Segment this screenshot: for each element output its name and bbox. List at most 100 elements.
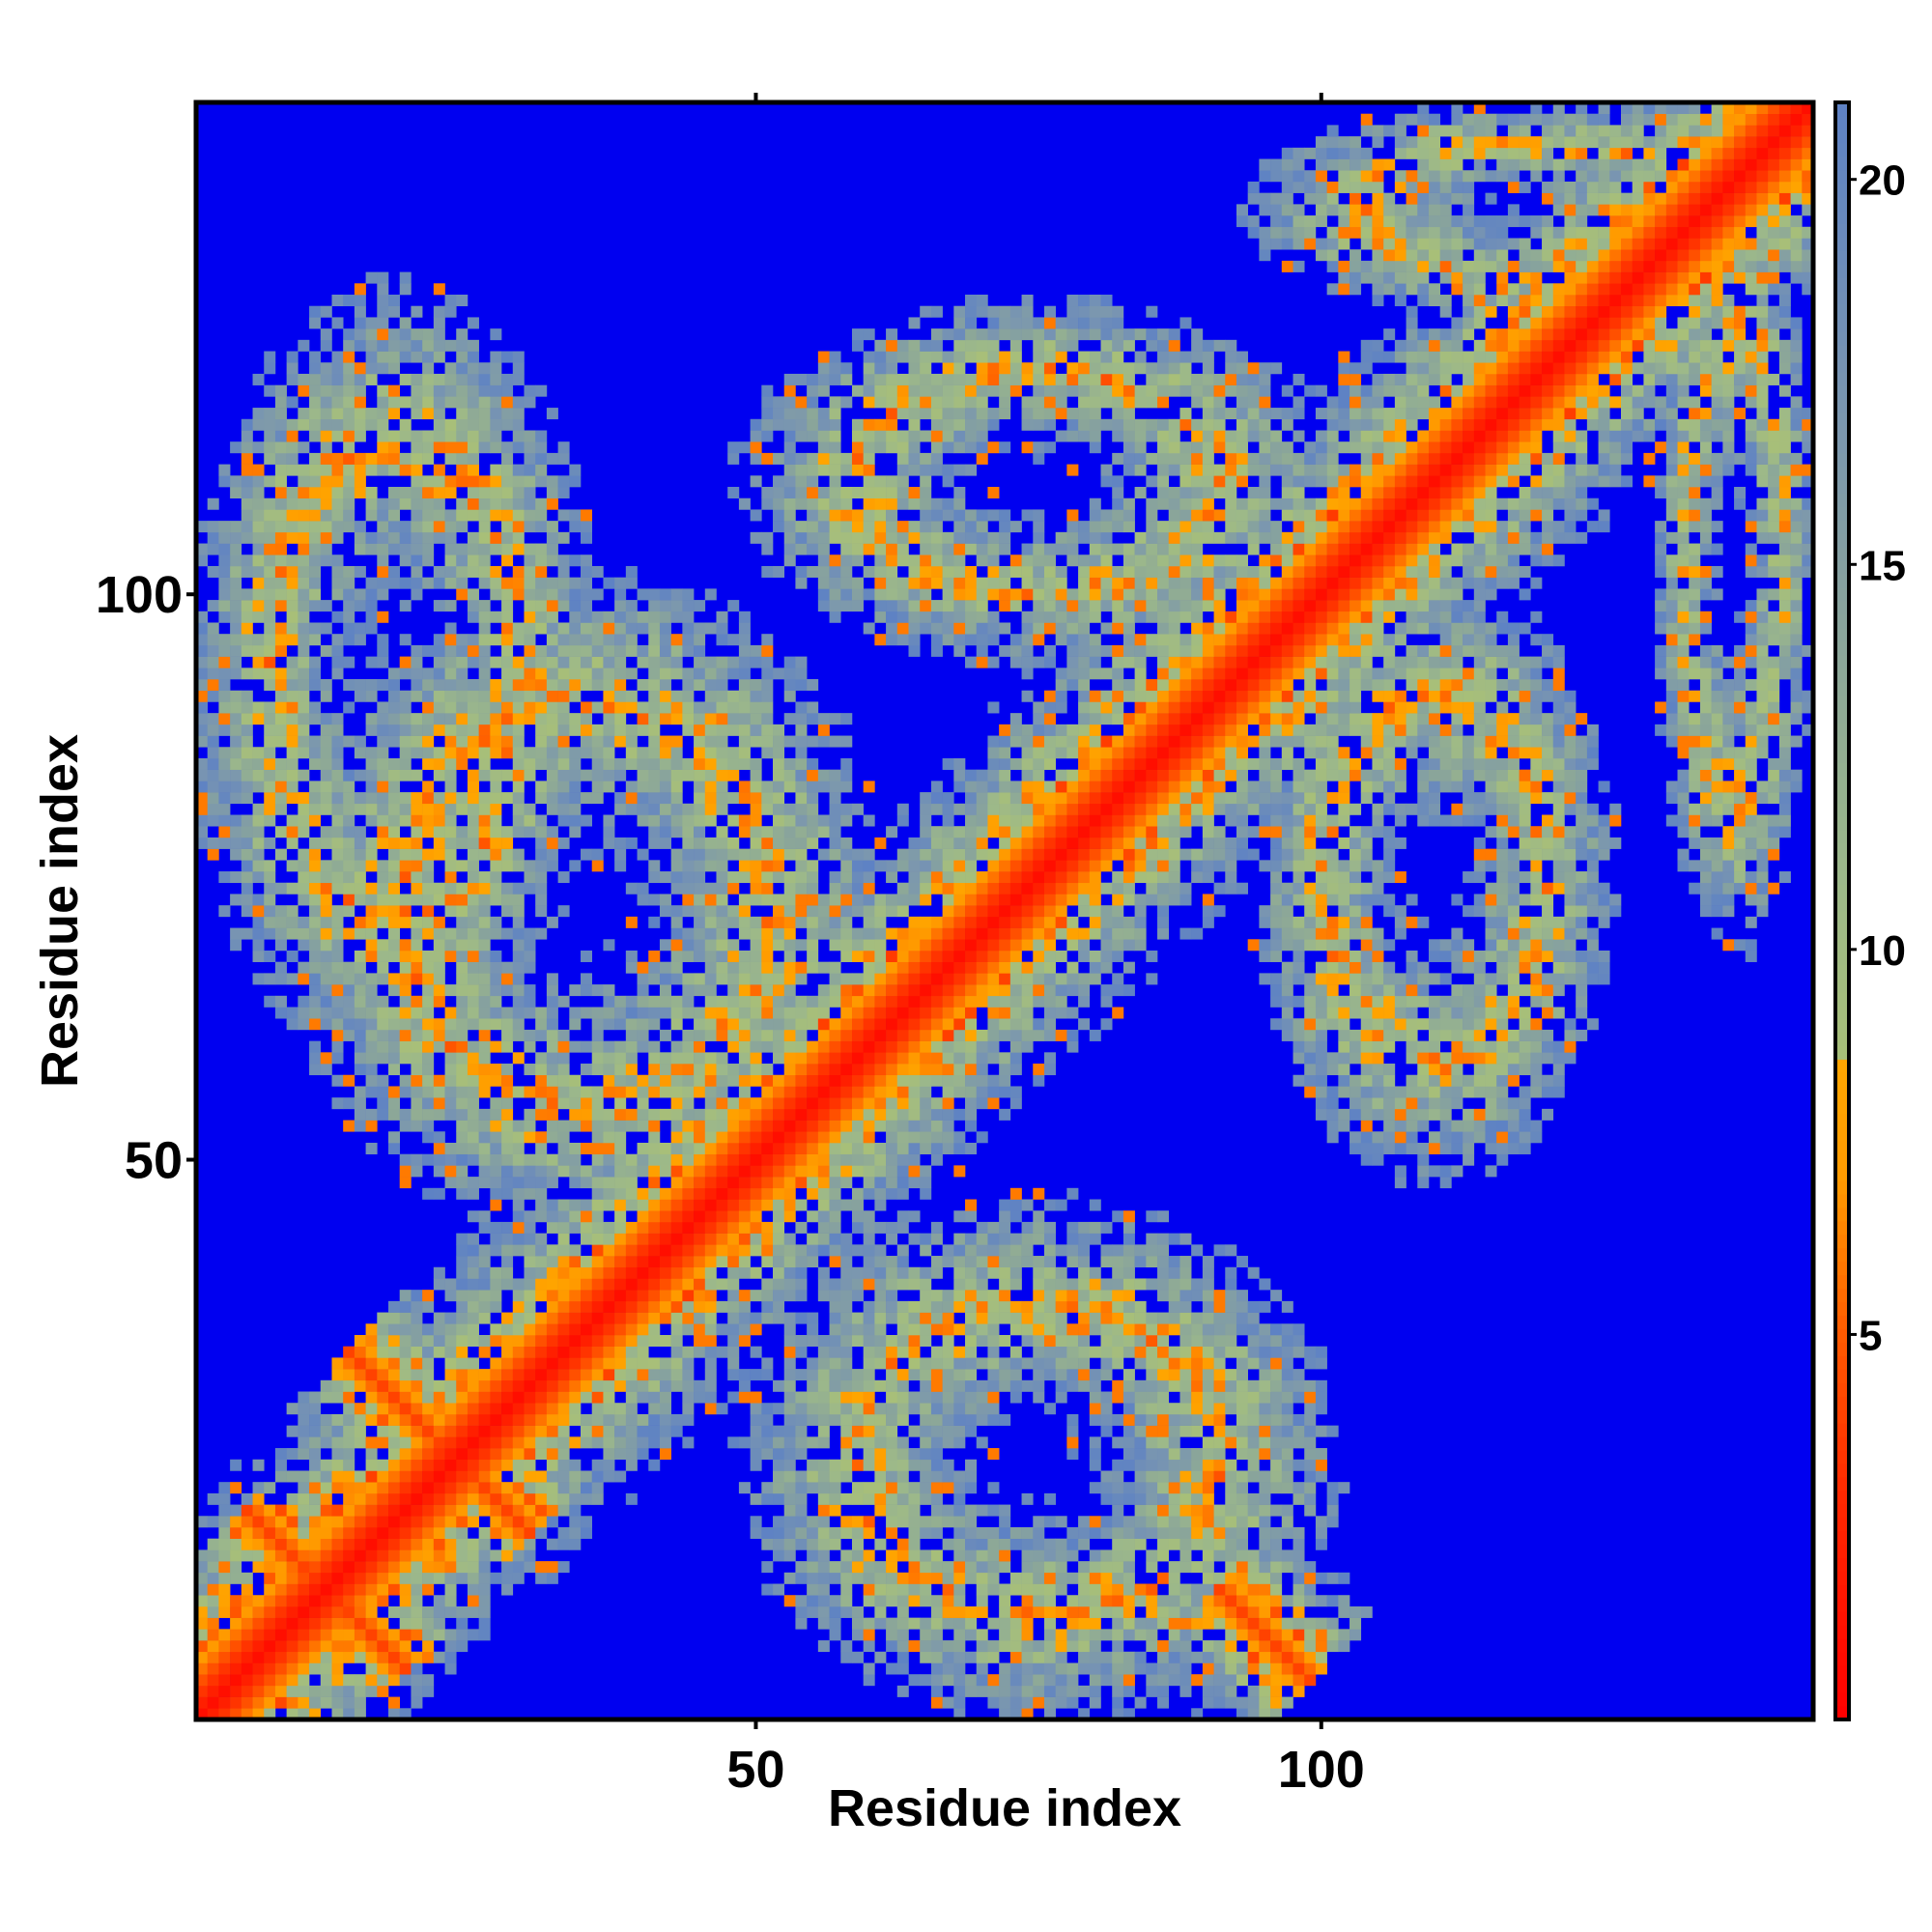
- heatmap-cell: [1100, 1492, 1113, 1505]
- heatmap-cell: [1202, 1369, 1214, 1381]
- heatmap-cell: [1530, 1074, 1543, 1087]
- heatmap-cell: [750, 1142, 762, 1154]
- heatmap-cell: [761, 1040, 774, 1053]
- heatmap-cell: [1338, 1052, 1350, 1065]
- heatmap-cell: [581, 1120, 593, 1132]
- heatmap-cell: [1756, 905, 1769, 918]
- heatmap-cell: [795, 1413, 808, 1426]
- heatmap-cell: [863, 916, 875, 928]
- heatmap-cell: [920, 1187, 932, 1200]
- heatmap-cell: [874, 1425, 887, 1437]
- heatmap-cell: [694, 1177, 706, 1189]
- heatmap-cell: [490, 1459, 502, 1471]
- heatmap-cell: [478, 894, 491, 906]
- heatmap-cell: [920, 916, 932, 928]
- heatmap-cell: [490, 1266, 502, 1279]
- heatmap-cell: [761, 1018, 774, 1031]
- heatmap-cell: [930, 1097, 943, 1110]
- heatmap-cell: [478, 1504, 491, 1517]
- heatmap-cell: [603, 1379, 615, 1392]
- heatmap-cell: [252, 1696, 265, 1709]
- heatmap-cell: [738, 1256, 751, 1268]
- heatmap-cell: [546, 1221, 558, 1234]
- heatmap-cell: [1066, 1256, 1079, 1268]
- heatmap-cell: [331, 1662, 344, 1675]
- heatmap-cell: [999, 1369, 1011, 1381]
- heatmap-cell: [863, 1334, 875, 1347]
- heatmap-cell: [817, 1346, 830, 1358]
- heatmap-cell: [783, 1097, 796, 1110]
- heatmap-cell: [716, 1403, 728, 1415]
- heatmap-cell: [987, 1379, 1000, 1392]
- heatmap-cell: [716, 1221, 728, 1234]
- heatmap-cell: [320, 916, 332, 928]
- heatmap-cell: [908, 1504, 921, 1517]
- heatmap-cell: [807, 1064, 819, 1076]
- heatmap-cell: [761, 1300, 774, 1313]
- heatmap-cell: [264, 1549, 276, 1562]
- heatmap-cell: [1033, 973, 1045, 985]
- heatmap-cell: [886, 984, 898, 997]
- heatmap-cell: [648, 1413, 661, 1426]
- heatmap-cell: [456, 1086, 469, 1098]
- heatmap-cell: [1100, 1516, 1113, 1528]
- heatmap-cell: [908, 894, 921, 906]
- heatmap-cell: [773, 1007, 785, 1019]
- heatmap-cell: [920, 1526, 932, 1539]
- heatmap-cell: [851, 1052, 864, 1065]
- heatmap-cell: [930, 1549, 943, 1562]
- heatmap-cell: [230, 1538, 242, 1550]
- heatmap-cell: [773, 973, 785, 985]
- heatmap-cell: [648, 1334, 661, 1347]
- heatmap-cell: [1122, 1549, 1135, 1562]
- heatmap-cell: [490, 1391, 502, 1404]
- heatmap-cell: [807, 1074, 819, 1087]
- heatmap-cell: [365, 1617, 378, 1630]
- heatmap-cell: [953, 1379, 966, 1392]
- heatmap-cell: [365, 1482, 378, 1494]
- heatmap-cell: [241, 1549, 253, 1562]
- heatmap-cell: [1507, 1142, 1520, 1154]
- heatmap-cell: [557, 1403, 570, 1415]
- heatmap-cell: [738, 1233, 751, 1245]
- heatmap-cell: [1473, 1018, 1486, 1031]
- heatmap-cell: [1179, 1369, 1192, 1381]
- heatmap-cell: [478, 1482, 491, 1494]
- heatmap-cell: [524, 1492, 536, 1505]
- heatmap-cell: [1078, 939, 1091, 952]
- heatmap-cell: [309, 1685, 322, 1697]
- heatmap-cell: [422, 1617, 435, 1630]
- heatmap-cell: [274, 939, 287, 952]
- heatmap-cell: [1394, 1165, 1406, 1178]
- heatmap-cell: [1598, 894, 1610, 906]
- heatmap-cell: [1100, 1300, 1113, 1313]
- heatmap-cell: [365, 1572, 378, 1584]
- heatmap-cell: [433, 950, 445, 962]
- heatmap-cell: [682, 984, 695, 997]
- heatmap-cell: [377, 1685, 389, 1697]
- heatmap-cell: [1428, 1142, 1440, 1154]
- heatmap-cell: [377, 995, 389, 1008]
- heatmap-cell: [648, 1379, 661, 1392]
- heatmap-cell: [716, 1346, 728, 1358]
- heatmap-cell: [1236, 1391, 1248, 1404]
- heatmap-cell: [1043, 1199, 1056, 1211]
- heatmap-cell: [467, 1323, 479, 1336]
- heatmap-cell: [1552, 950, 1565, 962]
- heatmap-cell: [1009, 1583, 1022, 1596]
- heatmap-cell: [444, 1605, 457, 1618]
- heatmap-cell: [1383, 1018, 1396, 1031]
- heatmap-cell: [807, 1413, 819, 1426]
- heatmap-cell: [557, 1425, 570, 1437]
- heatmap-cell: [1213, 1244, 1226, 1257]
- heatmap-cell: [908, 1064, 921, 1076]
- heatmap-cell: [965, 1199, 978, 1211]
- heatmap-cell: [817, 1482, 830, 1494]
- heatmap-cell: [241, 1674, 253, 1687]
- heatmap-cell: [953, 1244, 966, 1257]
- heatmap-cell: [411, 1425, 423, 1437]
- heatmap-cell: [1451, 1064, 1463, 1076]
- heatmap-cell: [1179, 1459, 1192, 1471]
- heatmap-cell: [1338, 1007, 1350, 1019]
- heatmap-cell: [298, 1572, 310, 1584]
